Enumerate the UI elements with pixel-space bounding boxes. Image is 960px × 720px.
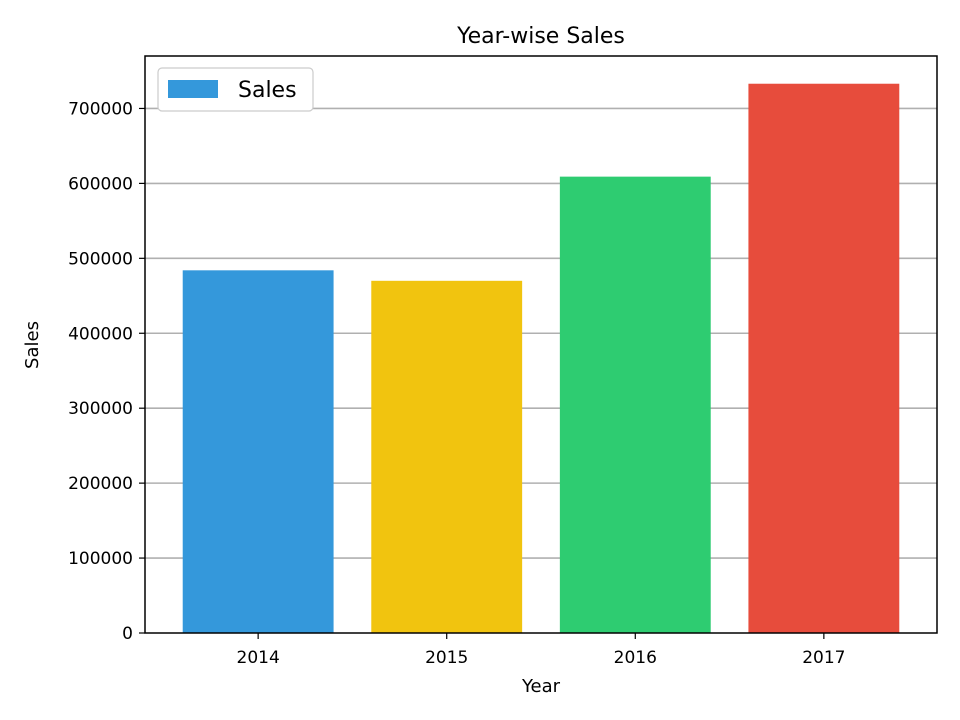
x-tick-label: 2017 <box>802 648 845 668</box>
chart-title: Year-wise Sales <box>456 24 625 49</box>
y-axis-ticks: 0 100000 200000 300000 400000 500000 600000 700… <box>68 99 145 644</box>
x-tick-label: 2016 <box>614 648 657 668</box>
x-tick-label: 2015 <box>425 648 468 668</box>
bars <box>182 83 900 634</box>
y-tick-label: 300000 <box>68 399 133 419</box>
legend-frame <box>157 67 314 112</box>
y-tick-label: 200000 <box>68 474 133 494</box>
bar-2014 <box>182 270 334 633</box>
y-tick-label: 100000 <box>68 549 133 569</box>
plot-area-frame <box>144 55 938 634</box>
legend-label: Sales <box>238 78 297 103</box>
legend: Sales <box>157 67 314 112</box>
y-tick-label: 600000 <box>68 174 133 194</box>
legend-swatch <box>168 80 218 98</box>
bar-2016 <box>559 176 711 634</box>
y-tick-label: 700000 <box>68 99 133 119</box>
bar-2017 <box>748 83 900 634</box>
y-axis-label: Sales <box>22 321 43 369</box>
x-tick-label: 2014 <box>237 648 280 668</box>
y-tick-label: 0 <box>122 624 133 644</box>
x-axis-label: Year <box>521 676 561 697</box>
bar-2015 <box>371 280 523 633</box>
y-tick-label: 400000 <box>68 324 133 344</box>
y-tick-label: 500000 <box>68 249 133 269</box>
x-axis-ticks: 2014 2015 2016 2017 <box>237 633 845 668</box>
